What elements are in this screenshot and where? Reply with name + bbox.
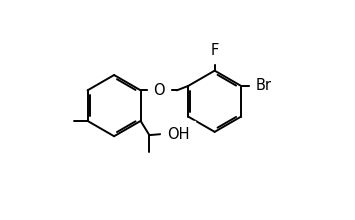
Text: Br: Br (255, 79, 271, 94)
Text: F: F (211, 42, 219, 58)
Text: O: O (153, 83, 165, 98)
Text: OH: OH (167, 126, 189, 141)
